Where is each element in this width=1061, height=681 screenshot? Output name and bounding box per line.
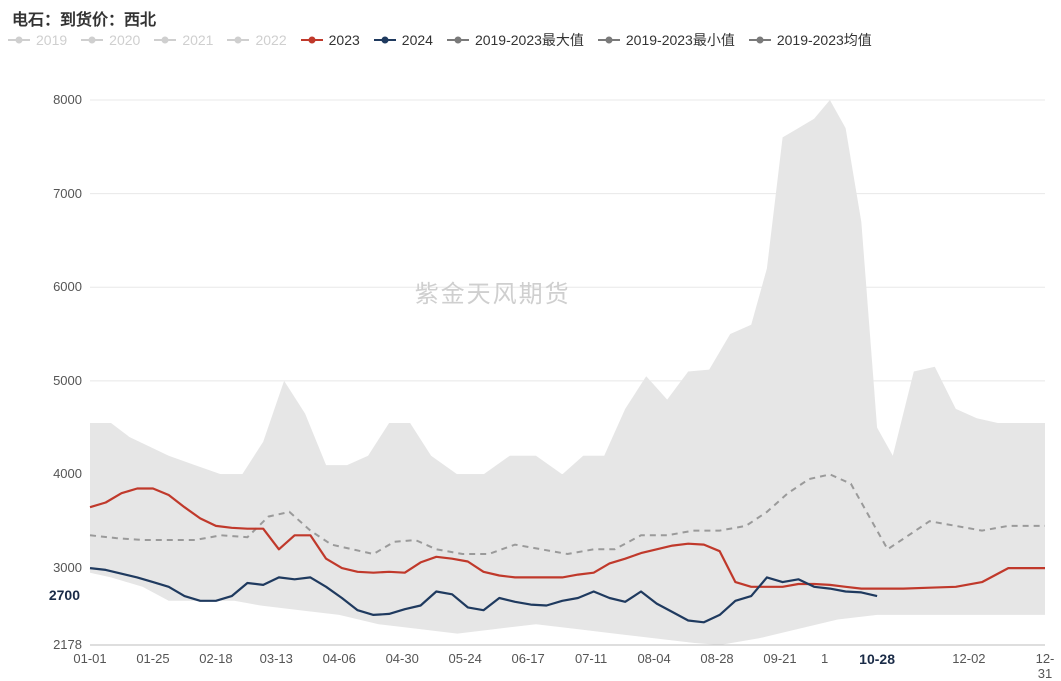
y-axis-tick-label: 7000 <box>42 186 82 201</box>
y-axis-tick-label: 8000 <box>42 92 82 107</box>
x-axis-tick-label: 09-21 <box>763 651 796 666</box>
plot-area <box>0 0 1061 677</box>
x-axis-tick-label: 12-02 <box>952 651 985 666</box>
x-axis-tick-label: 1 <box>821 651 828 666</box>
y-axis-tick-label: 4000 <box>42 466 82 481</box>
x-axis-tick-label: 06-17 <box>512 651 545 666</box>
chart-container: 电石：到货价：西北 2019202020212022202320242019-2… <box>0 0 1061 677</box>
x-axis-tick-label: 07-11 <box>575 651 607 666</box>
x-axis-tick-label: 08-04 <box>637 651 670 666</box>
x-axis-tick-label: 03-13 <box>260 651 293 666</box>
x-axis-highlight-label: 10-28 <box>859 651 895 667</box>
y-axis-highlight-label: 2700 <box>40 587 80 603</box>
x-axis-tick-label: 04-06 <box>323 651 356 666</box>
x-axis-tick-label: 01-01 <box>73 651 106 666</box>
y-axis-tick-label: 6000 <box>42 279 82 294</box>
y-axis-tick-label: 2178 <box>42 637 82 652</box>
x-axis-tick-label: 05-24 <box>449 651 482 666</box>
y-axis-tick-label: 5000 <box>42 373 82 388</box>
x-axis-tick-label: 01-25 <box>136 651 169 666</box>
range-band <box>90 100 1045 645</box>
y-axis-tick-label: 3000 <box>42 560 82 575</box>
x-axis-tick-label: 04-30 <box>386 651 419 666</box>
x-axis-tick-label: 08-28 <box>700 651 733 666</box>
x-axis-tick-label: 02-18 <box>199 651 232 666</box>
